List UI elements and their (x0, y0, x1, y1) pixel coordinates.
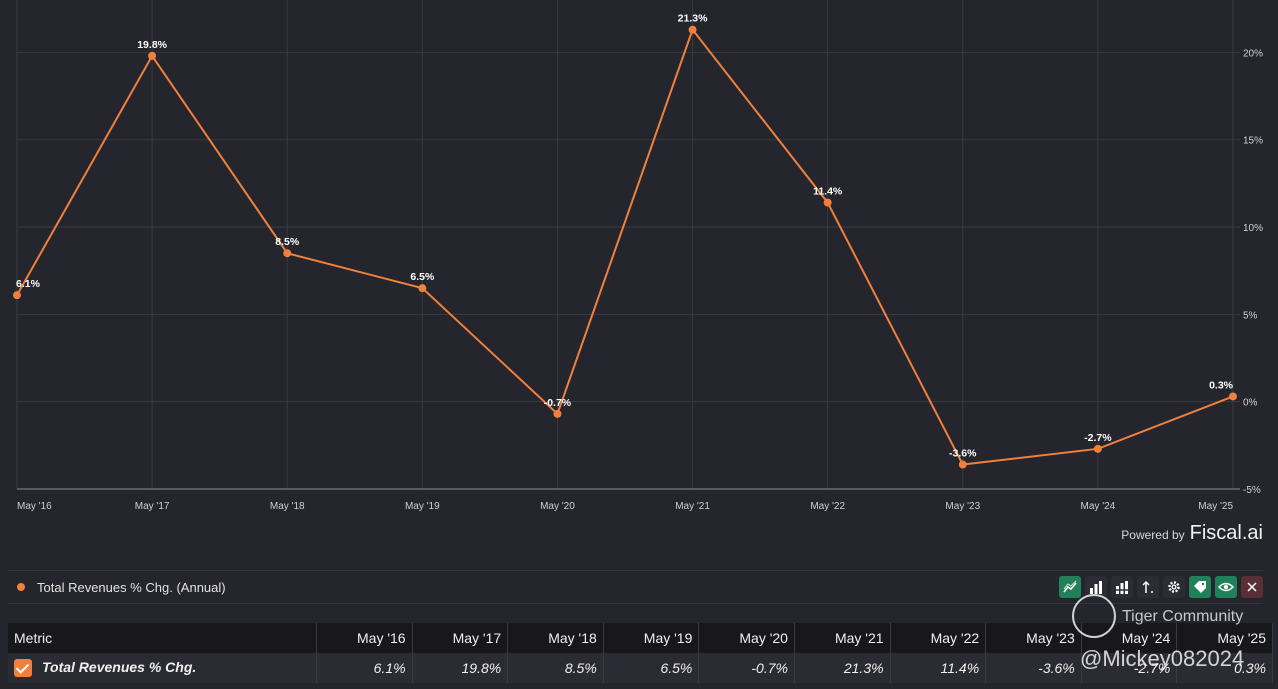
y-tick-label: 0% (1243, 398, 1258, 409)
data-label: 21.3% (678, 13, 708, 25)
value-cell: 11.4% (890, 653, 987, 683)
value-cell: 8.5% (507, 653, 604, 683)
revenue-change-line-chart: 20% 15% 10% 5% 0% -5% May '16 May '17 May '18 May… (13, 0, 1263, 512)
data-label: -0.7% (544, 397, 572, 409)
data-label: 6.5% (410, 271, 435, 283)
watermark-title: Tiger Community (1122, 608, 1244, 625)
tiger-logo-icon (1072, 594, 1116, 638)
data-label: -2.7% (1084, 432, 1112, 444)
value-cell: -3.6% (985, 653, 1082, 683)
data-point (13, 291, 21, 300)
header-year[interactable]: May '22 (890, 623, 987, 653)
data-label: 6.1% (16, 278, 41, 290)
value-cell: -2.7% (1081, 653, 1178, 683)
data-point (148, 51, 157, 60)
watermark-handle: @Mickey082024 (1080, 646, 1245, 671)
x-tick-label: May '17 (135, 501, 170, 512)
watermark: Tiger Community @Mickey082024 (1072, 594, 1272, 684)
sort-icon[interactable] (1137, 576, 1159, 598)
data-point (418, 284, 427, 293)
data-point (553, 409, 562, 418)
value-cell: -0.7% (698, 653, 795, 683)
value-cell: 19.8% (412, 653, 509, 683)
data-point (1093, 444, 1102, 453)
table-header-row: Metric May '16 May '17 May '18 May '19 M… (8, 623, 1273, 653)
stacked-bar-icon[interactable] (1111, 576, 1133, 598)
y-tick-label: -5% (1243, 485, 1261, 496)
value-cell: 6.5% (603, 653, 700, 683)
brand-logo-text[interactable]: Fiscal.ai (1189, 522, 1263, 544)
data-label: 11.4% (813, 186, 843, 198)
value-cell: 0.3% (1176, 653, 1273, 683)
x-tick-label: May '16 (17, 501, 52, 512)
x-tick-label: May '23 (945, 501, 980, 512)
x-tick-label: May '19 (405, 501, 440, 512)
line-chart-icon[interactable] (1059, 576, 1081, 598)
data-label: 8.5% (275, 236, 300, 248)
data-point (958, 460, 967, 469)
data-point (1229, 392, 1237, 401)
data-label: -3.6% (949, 448, 977, 460)
header-year[interactable]: May '17 (412, 623, 509, 653)
legend-label[interactable]: Total Revenues % Chg. (Annual) (37, 579, 226, 595)
x-tick-label: May '21 (675, 501, 710, 512)
x-tick-label: May '22 (810, 501, 845, 512)
y-tick-label: 20% (1243, 48, 1263, 59)
header-metric[interactable]: Metric (8, 623, 317, 653)
metrics-table: Metric May '16 May '17 May '18 May '19 M… (8, 623, 1273, 683)
metric-checkbox[interactable] (14, 659, 32, 678)
tag-icon[interactable] (1189, 576, 1211, 598)
bar-chart-icon[interactable] (1085, 576, 1107, 598)
eye-icon[interactable] (1215, 576, 1237, 598)
header-year[interactable]: May '23 (985, 623, 1082, 653)
legend-row: Total Revenues % Chg. (Annual) (8, 570, 1263, 604)
close-icon[interactable] (1241, 576, 1263, 598)
metric-cell: Total Revenues % Chg. (8, 653, 317, 683)
header-year[interactable]: May '18 (507, 623, 604, 653)
legend-dot (17, 583, 25, 591)
table-row: Total Revenues % Chg. 6.1% 19.8% 8.5% 6.… (8, 653, 1273, 683)
y-tick-label: 10% (1243, 223, 1263, 234)
header-year[interactable]: May '20 (698, 623, 795, 653)
metric-name: Total Revenues % Chg. (42, 658, 197, 675)
chart-toolbar (1059, 576, 1263, 598)
x-tick-label: May '20 (540, 501, 575, 512)
gear-icon[interactable] (1163, 576, 1185, 598)
data-point (283, 249, 292, 258)
header-year[interactable]: May '24 (1081, 623, 1178, 653)
header-year[interactable]: May '21 (794, 623, 891, 653)
powered-by-label: Powered by (1121, 528, 1185, 542)
header-year[interactable]: May '25 (1176, 623, 1273, 653)
data-point (688, 25, 697, 34)
data-label: 19.8% (137, 39, 167, 51)
powered-by: Powered by Fiscal.ai (1121, 522, 1263, 545)
header-year[interactable]: May '19 (603, 623, 700, 653)
y-tick-label: 15% (1243, 136, 1263, 147)
value-cell: 6.1% (316, 653, 413, 683)
y-tick-label: 5% (1243, 310, 1258, 321)
data-label: 0.3% (1209, 379, 1234, 391)
data-point (823, 198, 832, 207)
x-tick-label: May '18 (270, 501, 305, 512)
x-tick-label: May '24 (1081, 501, 1116, 512)
series-line (16, 27, 1234, 466)
value-cell: 21.3% (794, 653, 891, 683)
x-tick-label: May '25 (1198, 501, 1233, 512)
header-year[interactable]: May '16 (316, 623, 413, 653)
